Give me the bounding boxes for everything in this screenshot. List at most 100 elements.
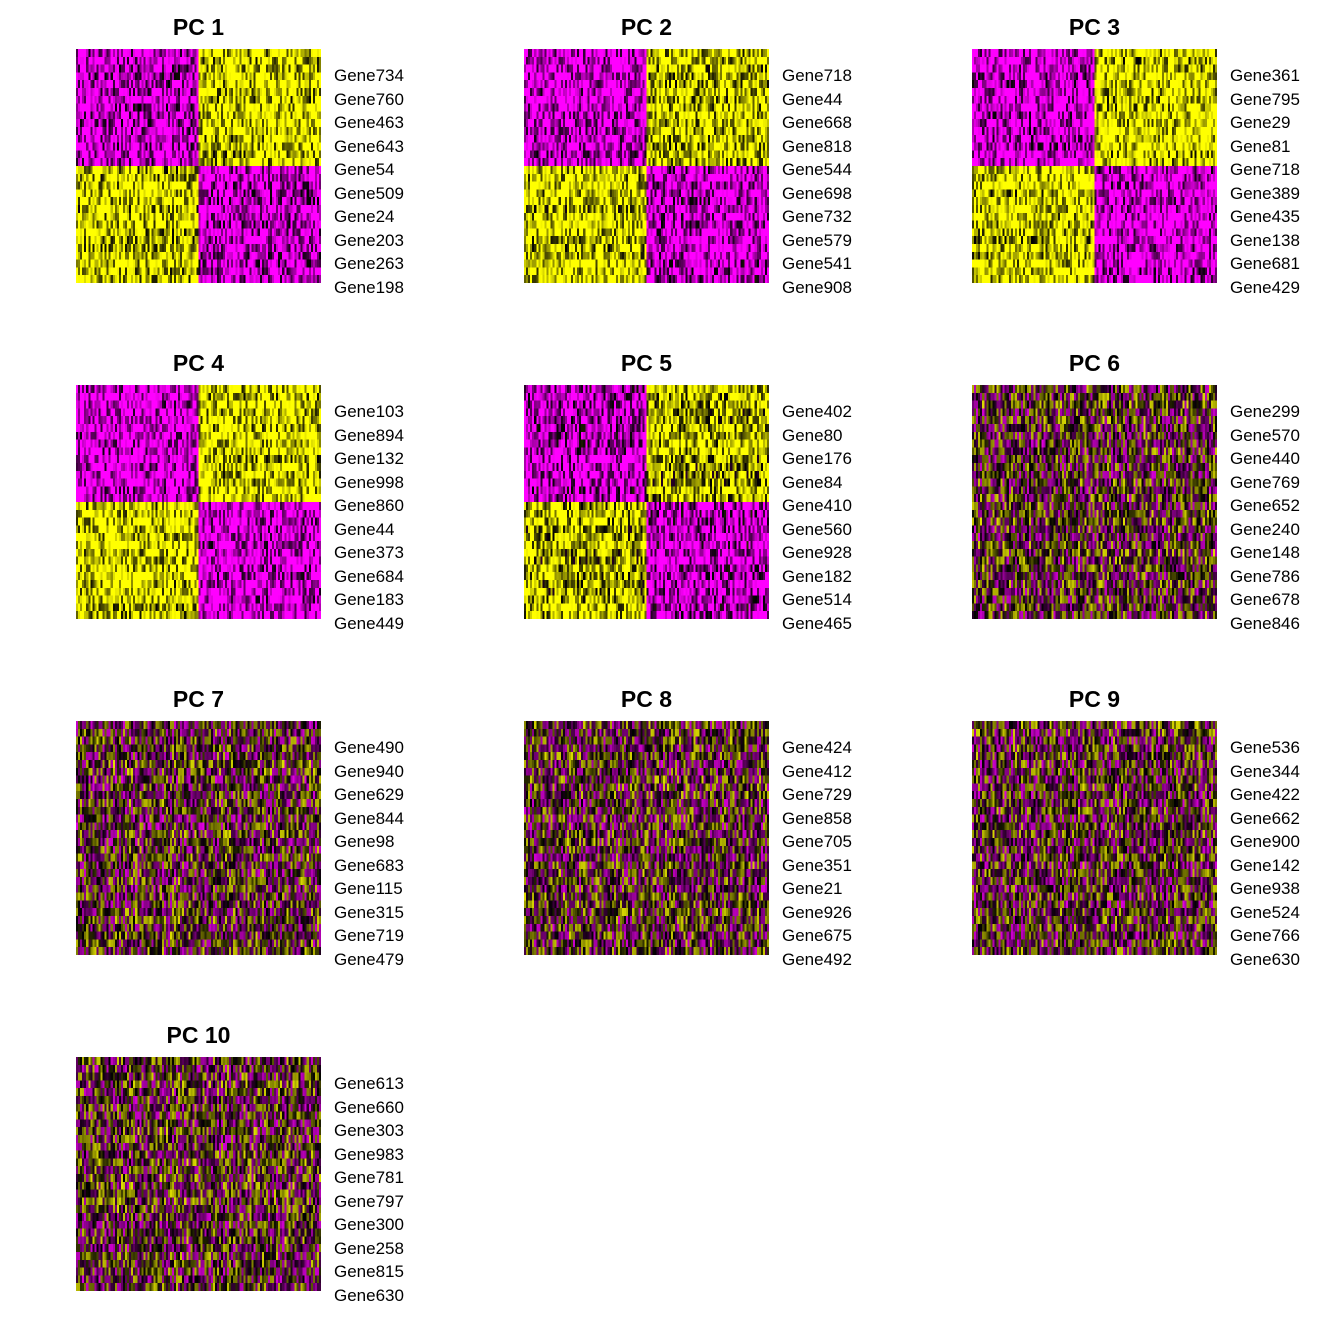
heatmap-cell (591, 56, 595, 66)
heatmap-cell (120, 236, 124, 245)
heatmap-cell (255, 64, 259, 73)
heatmap-cell (622, 95, 625, 105)
heatmap-cell (139, 95, 142, 105)
heatmap-cell (294, 197, 298, 206)
heatmap-cell (552, 119, 556, 128)
heatmap-cell (601, 95, 605, 105)
heatmap-cell (715, 64, 719, 73)
heatmap-cell (265, 56, 269, 66)
heatmap-cell (241, 158, 245, 167)
heatmap-cell (153, 244, 157, 253)
heatmap-cell (534, 111, 537, 120)
heatmap-cell (265, 197, 269, 206)
heatmap-cell (108, 49, 112, 58)
heatmap-cell (147, 212, 151, 222)
heatmap-cell (145, 197, 149, 206)
heatmap-cell (564, 103, 568, 112)
heatmap-cell (137, 228, 140, 237)
heatmap-cell (129, 103, 132, 112)
heatmap-cell (86, 259, 89, 268)
heatmap-cell (118, 134, 122, 144)
heatmap-cell (216, 72, 220, 81)
heatmap-cell (237, 158, 240, 167)
heatmap-cell (300, 158, 304, 167)
heatmap-cell (122, 220, 126, 229)
heatmap-cell (626, 88, 629, 97)
heatmap-cell (626, 56, 629, 66)
heatmap-cell (214, 88, 218, 97)
heatmap-cell (762, 111, 766, 120)
heatmap-cell (92, 64, 95, 73)
heatmap-cell (709, 80, 713, 89)
heatmap-cell (314, 103, 318, 112)
heatmap-cell (306, 244, 310, 253)
heatmap-cell (237, 134, 240, 144)
heatmap-cell (90, 127, 93, 136)
heatmap-cell (280, 95, 283, 105)
heatmap-cell (265, 103, 269, 112)
heatmap-cell (147, 64, 151, 73)
heatmap-cell (318, 275, 321, 283)
heatmap-cell (566, 119, 570, 128)
heatmap-cell (552, 64, 556, 73)
heatmap-cell (715, 95, 719, 105)
heatmap-cell (310, 173, 314, 183)
heatmap-cell (157, 275, 161, 283)
heatmap-cell (223, 88, 226, 97)
heatmap-cell (734, 103, 737, 112)
heatmap-cell (259, 80, 263, 89)
heatmap (524, 49, 769, 283)
heatmap-cell (206, 88, 210, 97)
heatmap-cell (151, 80, 155, 89)
heatmap-cell (310, 166, 314, 175)
heatmap-cell (671, 88, 674, 97)
heatmap-cell (110, 220, 114, 229)
heatmap-cell (573, 134, 576, 144)
heatmap-cell (247, 49, 251, 58)
heatmap-cell (137, 236, 140, 245)
heatmap-cell (106, 220, 110, 229)
heatmap-cell (88, 150, 91, 159)
heatmap-cell (540, 127, 543, 136)
heatmap-cell (92, 80, 95, 89)
heatmap-cell (648, 127, 652, 136)
heatmap-cell (120, 267, 124, 276)
heatmap-cell (204, 205, 208, 214)
heatmap-cell (636, 80, 639, 89)
heatmap-cell (687, 111, 690, 120)
heatmap-cell (249, 220, 253, 229)
heatmap-cell (214, 259, 218, 268)
heatmap-cell (88, 212, 91, 222)
heatmap-cell (300, 212, 304, 222)
heatmap-cell (127, 64, 130, 73)
heatmap-cell (550, 56, 554, 66)
heatmap-cell (296, 127, 300, 136)
heatmap-cell (131, 205, 134, 214)
heatmap-cell (302, 244, 306, 253)
heatmap-cell (157, 64, 161, 73)
heatmap-cell (155, 212, 159, 222)
heatmap-cell (129, 259, 132, 268)
heatmap-cell (280, 220, 283, 229)
heatmap-cell (131, 244, 134, 253)
heatmap-cell (560, 64, 564, 73)
heatmap-cell (691, 49, 695, 58)
heatmap-cell (671, 119, 674, 128)
heatmap-cell (758, 56, 762, 66)
heatmap-cell (223, 134, 226, 144)
heatmap-cell (135, 228, 138, 237)
heatmap-cell (233, 181, 236, 190)
heatmap-cell (654, 49, 658, 58)
heatmap-cell (605, 127, 609, 136)
heatmap-cell (288, 220, 291, 229)
heatmap-cell (194, 95, 198, 105)
heatmap-cell (214, 142, 218, 151)
heatmap-cell (141, 158, 144, 167)
heatmap-cell (591, 72, 595, 81)
heatmap-cell (296, 166, 300, 175)
heatmap-cell (660, 64, 664, 73)
heatmap-cell (176, 158, 179, 167)
heatmap-cell (548, 49, 552, 58)
heatmap-cell (247, 275, 251, 283)
heatmap-cell (229, 111, 232, 120)
